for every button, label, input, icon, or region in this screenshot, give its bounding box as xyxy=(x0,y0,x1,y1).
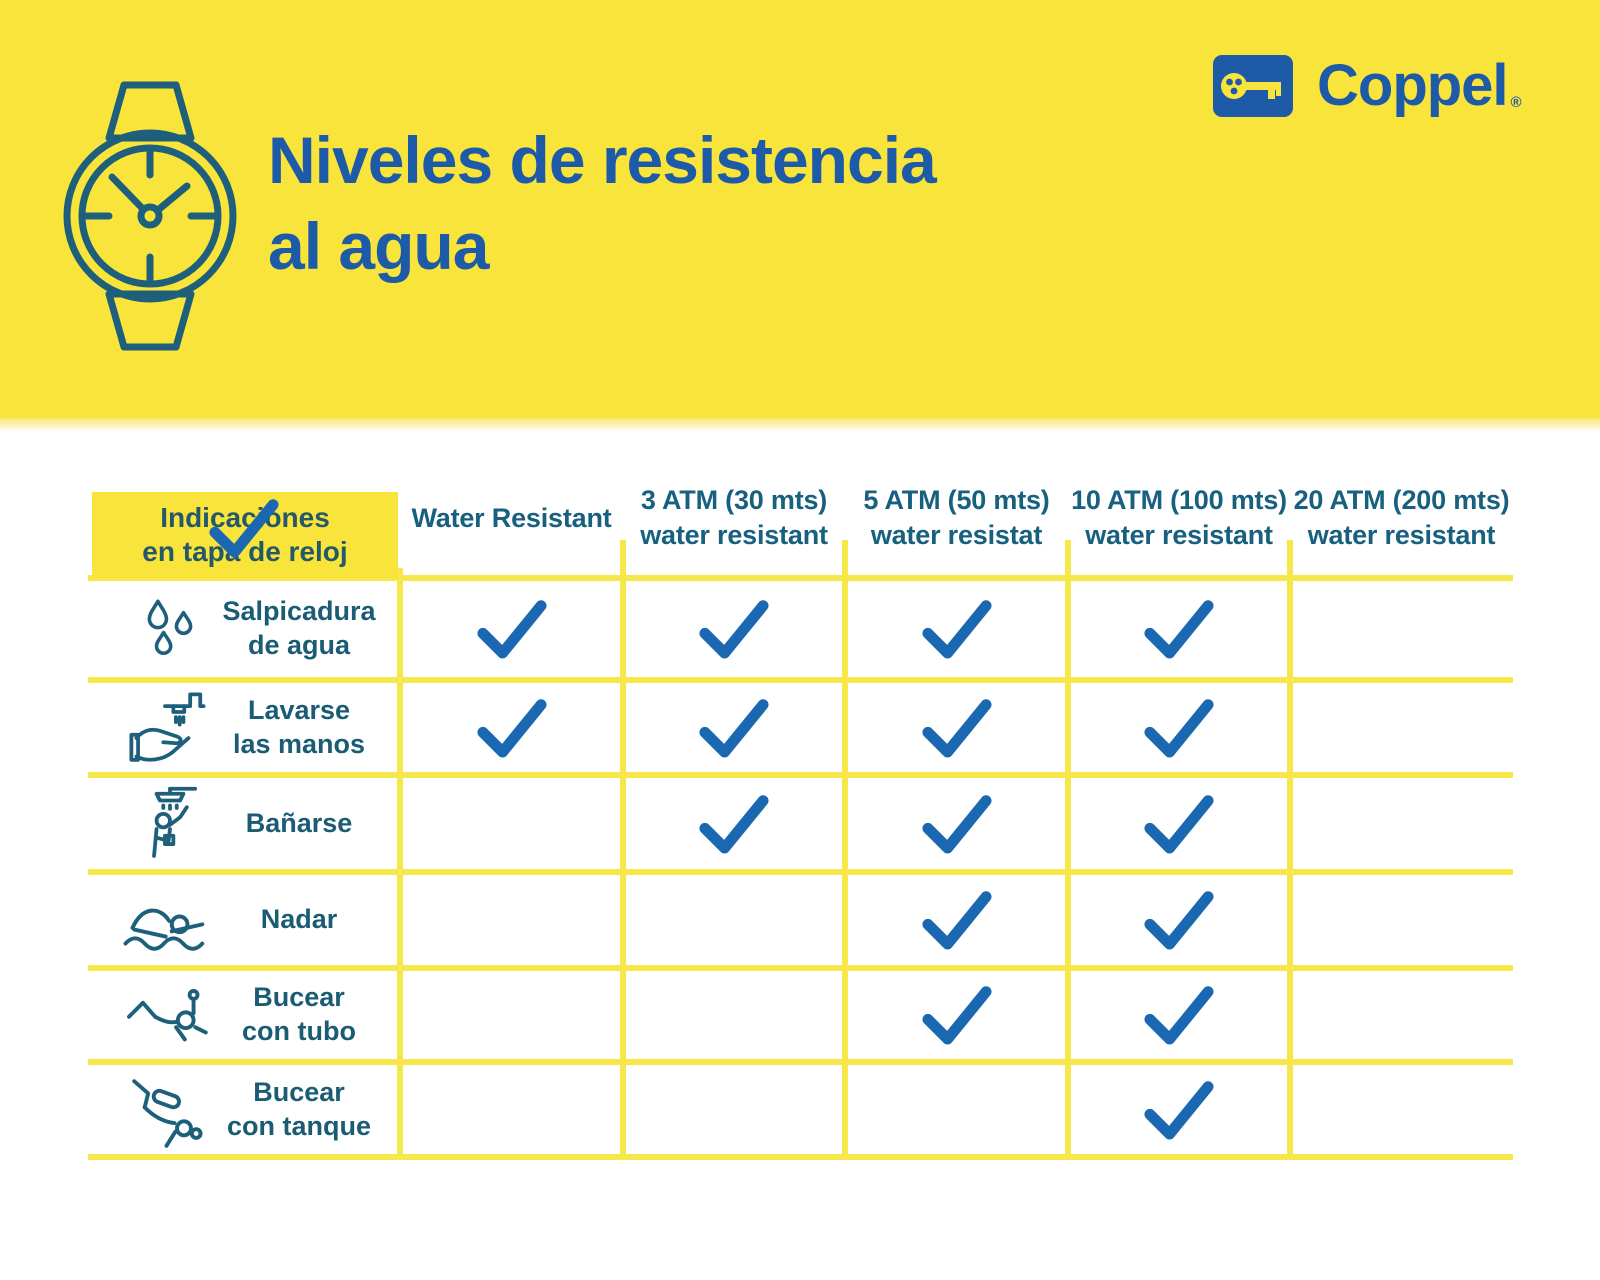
column-header-3-atm: 3 ATM (30 mts) water resistant xyxy=(640,485,828,550)
grid-hline xyxy=(88,575,1513,581)
wash-hands-icon xyxy=(122,686,218,770)
swimmer-icon xyxy=(122,888,218,952)
hero-banner xyxy=(0,0,1600,418)
check-icon xyxy=(1144,986,1214,1045)
grid-vline xyxy=(1287,540,1293,1157)
check-icon xyxy=(476,600,547,659)
row-label-text: Bucear con tanque xyxy=(226,1076,371,1141)
row-label-text: Bañarse xyxy=(245,807,353,838)
row-label-text: Bucear con tubo xyxy=(242,982,356,1046)
column-header-20-atm: 20 ATM (200 mts) water resistant xyxy=(1293,485,1510,550)
check-icon xyxy=(1144,794,1214,853)
row-label-bucear-tubo: Bucear con tubo xyxy=(88,968,400,1062)
check-icon xyxy=(921,600,992,659)
snorkel-icon xyxy=(122,979,218,1051)
row-label-bucear-tanque: Bucear con tanque xyxy=(88,1062,400,1157)
watch-icon xyxy=(63,81,237,351)
check-icon xyxy=(209,499,279,558)
brand-text: Coppel xyxy=(1317,53,1509,118)
check-icon xyxy=(1144,1080,1214,1139)
hero-fade xyxy=(0,418,1600,432)
cell-bucear-tubo-3atm xyxy=(400,968,623,1062)
brand-reg-mark: ® xyxy=(1510,94,1522,111)
resistance-table: Indicaciones en tapa de reloj Water Resi… xyxy=(88,478,1513,1162)
check-icon xyxy=(699,600,769,659)
grid-hline xyxy=(88,772,1513,778)
cell-banarse-20atm xyxy=(1068,775,1290,872)
cell-salpicadura-3atm xyxy=(400,578,623,680)
brand-name: Coppel ® xyxy=(1317,52,1522,119)
cell-lavarse-wr xyxy=(1290,578,1513,680)
cell-lavarse-20atm xyxy=(1068,680,1290,775)
check-icon xyxy=(921,986,992,1045)
cell-bucear-tanque-wr xyxy=(1290,968,1513,1062)
check-icon xyxy=(1144,600,1214,659)
grid-hline xyxy=(88,1059,1513,1065)
check-icon xyxy=(699,698,769,757)
check-icon xyxy=(921,698,992,757)
row-label-salpicadura: Salpicadura de agua xyxy=(88,578,400,680)
cell-lavarse-10atm xyxy=(845,680,1068,775)
check-icon xyxy=(476,698,547,757)
check-icon xyxy=(699,794,769,853)
grid-vline xyxy=(842,540,848,1157)
cell-banarse-3atm xyxy=(400,775,623,872)
corner-header: Indicaciones en tapa de reloj xyxy=(92,492,398,578)
cell-bucear-tanque-5atm xyxy=(623,1062,845,1157)
grid-hline xyxy=(88,1154,1513,1160)
grid-vline xyxy=(620,540,626,1157)
cell-nadar-3atm xyxy=(400,872,623,968)
shower-icon xyxy=(122,782,218,866)
cell-salpicadura-wr xyxy=(88,478,400,578)
row-label-banarse: Bañarse xyxy=(88,775,400,872)
cell-banarse-wr xyxy=(1290,680,1513,775)
cell-banarse-10atm xyxy=(845,775,1068,872)
column-header-5-atm: 5 ATM (50 mts) water resistat xyxy=(863,485,1050,550)
column-header-10-atm: 10 ATM (100 mts) water resistant xyxy=(1071,485,1287,550)
row-label-text: Lavarse las manos xyxy=(232,694,366,759)
cell-banarse-5atm xyxy=(623,775,845,872)
cell-nadar-10atm xyxy=(845,872,1068,968)
page-title-line1: Niveles de resistencia xyxy=(268,123,937,197)
row-label-text: Nadar xyxy=(260,904,338,935)
check-icon xyxy=(921,891,992,950)
cell-nadar-wr xyxy=(1290,775,1513,872)
grid-hline xyxy=(88,677,1513,683)
row-label-lavarse: Lavarse las manos xyxy=(88,680,400,775)
check-icon xyxy=(921,794,992,853)
coppel-key-icon xyxy=(1213,54,1293,117)
water-splash-icon xyxy=(122,591,218,667)
cell-bucear-tubo-20atm xyxy=(1068,968,1290,1062)
cell-lavarse-5atm xyxy=(623,680,845,775)
cell-salpicadura-10atm xyxy=(845,578,1068,680)
scuba-icon xyxy=(122,1069,218,1151)
page-title-line2: al agua xyxy=(268,208,489,283)
cell-salpicadura-20atm xyxy=(1068,578,1290,680)
cell-bucear-tubo-wr xyxy=(1290,872,1513,968)
cell-bucear-tanque-20atm xyxy=(1068,1062,1290,1157)
cell-bucear-tanque-10atm xyxy=(845,1062,1068,1157)
check-icon xyxy=(1144,891,1214,950)
cell-bucear-tubo-10atm xyxy=(845,968,1068,1062)
column-header-water-resistant: Water Resistant xyxy=(411,502,612,533)
row-label-nadar: Nadar xyxy=(88,872,400,968)
cell-lavarse-3atm xyxy=(400,680,623,775)
cell-nadar-20atm xyxy=(1068,872,1290,968)
row-label-text: Salpicadura de agua xyxy=(222,596,376,660)
coppel-logo: Coppel ® xyxy=(1213,52,1522,119)
cell-bucear-tubo-5atm xyxy=(623,968,845,1062)
cell-bucear-tanque-3atm xyxy=(400,1062,623,1157)
page-title: Niveles de resistencia al agua xyxy=(268,118,937,290)
grid-vline xyxy=(1065,540,1071,1157)
cell-salpicadura-5atm xyxy=(623,578,845,680)
check-icon xyxy=(1144,698,1214,757)
corner-header-line1: Indicaciones xyxy=(160,501,330,533)
grid-hline xyxy=(88,965,1513,971)
grid-hline xyxy=(88,869,1513,875)
cell-nadar-5atm xyxy=(623,872,845,968)
grid-vline xyxy=(397,568,403,1157)
